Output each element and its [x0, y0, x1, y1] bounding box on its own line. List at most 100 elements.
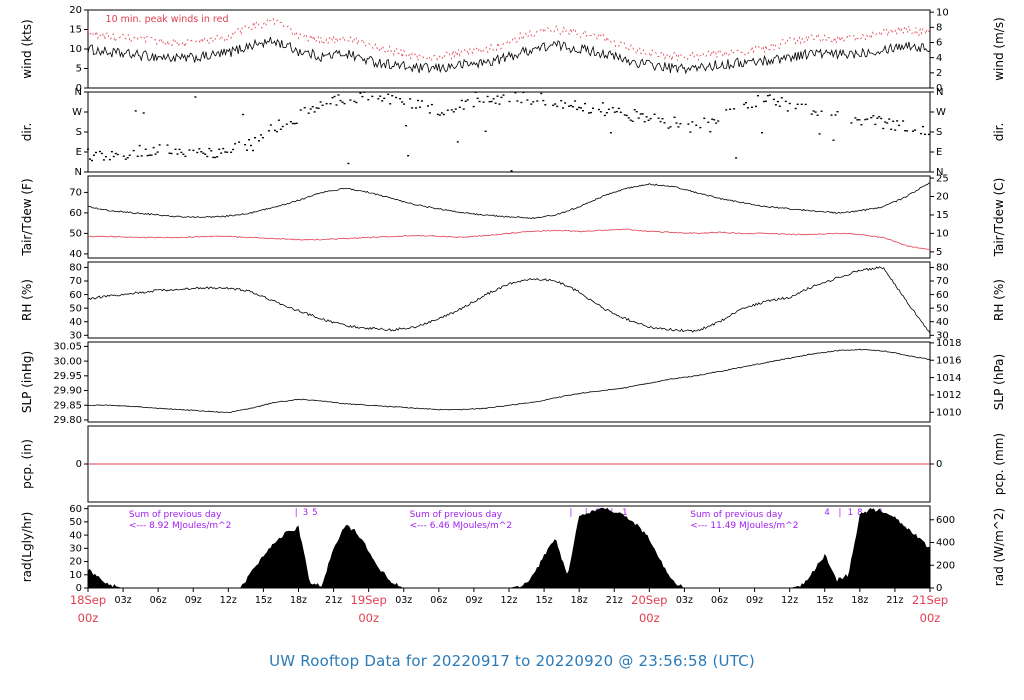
- y-axis-left-rad: 0 10 20 30 40 50 60: [69, 504, 88, 594]
- tick-label: 200: [936, 560, 955, 571]
- x-day-label: 18Sep: [70, 593, 106, 607]
- axis-label-right-rad: rad (W/m^2): [992, 508, 1006, 586]
- y-axis-right-slp: 1010 1012 1014 1016 1018: [930, 338, 961, 418]
- tick-label: 0: [936, 583, 942, 594]
- x-day-sublabel: 00z: [639, 611, 660, 625]
- x-tick-label: 18z: [290, 595, 307, 606]
- tick-label: W: [936, 107, 946, 118]
- axis-label-left-wind: wind (kts): [20, 19, 34, 78]
- y-axis-left-wind: 0 5 10 15 20: [69, 5, 88, 94]
- tick-label: 0: [936, 83, 942, 94]
- x-tick-label: 03z: [115, 595, 132, 606]
- tick-label: 1018: [936, 338, 961, 349]
- x-tick-label: 03z: [395, 595, 412, 606]
- tick-label: 2: [936, 68, 942, 79]
- tick-label: 60: [69, 290, 82, 301]
- y-axis-right-temp: 5 10 15 20 25: [930, 173, 949, 258]
- tick-label: 20: [69, 557, 82, 568]
- tick-label: S: [936, 127, 942, 138]
- x-tick-label: 18z: [571, 595, 588, 606]
- y-axis-right-pcp: 0: [930, 459, 942, 470]
- panel-note: 10 min. peak winds in red: [106, 14, 229, 25]
- tick-label: N: [936, 87, 943, 98]
- rad-cloud-mark: 8: [857, 508, 862, 518]
- axis-label-right-pcp: pcp. (mm): [992, 433, 1006, 495]
- axis-label-right-temp: Tair/Tdew (C): [992, 178, 1006, 258]
- panel-rh: 30 40 50 60 70 80 30 40 50 60 70 80 RH (%) RH (%): [20, 261, 1006, 341]
- panel-slp: 29.8029.8529.9029.9530.0030.051010101210…: [20, 338, 1006, 426]
- tick-label: 80: [936, 263, 949, 274]
- x-tick-label: 21z: [886, 595, 903, 606]
- axis-label-left-rad: rad(Lgly/hr): [20, 512, 34, 583]
- series-relative-humidity: [87, 266, 931, 334]
- tick-label: 0: [76, 459, 82, 470]
- y-axis-left-pcp: 0: [76, 459, 88, 470]
- x-day-sublabel: 00z: [920, 611, 941, 625]
- tick-label: N: [75, 167, 82, 178]
- x-tick-label: 12z: [220, 595, 237, 606]
- x-tick-label: 15z: [816, 595, 833, 606]
- rad-cloud-mark: |: [295, 508, 298, 518]
- x-tick-label: 15z: [536, 595, 553, 606]
- rad-cloud-mark: 1: [848, 508, 853, 518]
- tick-label: 70: [69, 276, 82, 287]
- tick-label: 15: [69, 25, 82, 36]
- tick-label: 70: [936, 276, 949, 287]
- tick-label: 40: [69, 249, 82, 260]
- tick-label: 25: [936, 173, 949, 184]
- tick-label: 30.05: [53, 342, 82, 353]
- tick-label: 6: [936, 38, 942, 49]
- tick-label: 5: [936, 247, 942, 258]
- tick-label: 1014: [936, 373, 961, 384]
- x-tick-label: 09z: [465, 595, 482, 606]
- tick-label: 10: [936, 229, 949, 240]
- x-tick-label: 12z: [500, 595, 517, 606]
- tick-label: 5: [76, 64, 82, 75]
- axis-label-right-slp: SLP (hPa): [992, 354, 1006, 410]
- x-tick-label: 21z: [606, 595, 623, 606]
- x-tick-label: 06z: [430, 595, 447, 606]
- tick-label: 50: [69, 303, 82, 314]
- series-tair: [87, 182, 931, 220]
- x-tick-label: 21z: [325, 595, 342, 606]
- tick-label: 60: [69, 504, 82, 515]
- tick-label: 1016: [936, 355, 961, 366]
- axis-label-left-dir: dir.: [20, 123, 34, 142]
- series-solar-radiation: [88, 507, 930, 588]
- axis-label-left-pcp: pcp. (in): [20, 439, 34, 489]
- tick-label: 0: [76, 583, 82, 594]
- rad-sum-label: Sum of previous day: [129, 510, 222, 520]
- y-axis-left-slp: 29.80 29.85 29.90 29.95 30.00 30.05: [53, 342, 88, 426]
- rad-cloud-mark: 1: [622, 508, 627, 518]
- rad-sum-label: Sum of previous day: [410, 510, 503, 520]
- tick-label: E: [76, 147, 82, 158]
- tick-label: 80: [69, 263, 82, 274]
- tick-label: 0: [76, 83, 82, 94]
- tick-label: 10: [936, 7, 949, 18]
- y-axis-left-temp: 40 50 60 70: [69, 188, 88, 260]
- tick-label: 600: [936, 515, 955, 526]
- x-day-sublabel: 00z: [358, 611, 379, 625]
- x-tick-label: 09z: [746, 595, 763, 606]
- x-tick-label: 06z: [711, 595, 728, 606]
- tick-label: 40: [69, 317, 82, 328]
- axis-label-right-dir: dir.: [992, 123, 1006, 142]
- tick-label: 20: [936, 192, 949, 203]
- tick-label: 1010: [936, 407, 961, 418]
- y-axis-left-rh: 30 40 50 60 70 80: [69, 263, 88, 341]
- tick-label: 30: [69, 330, 82, 341]
- axis-label-left-rh: RH (%): [20, 279, 34, 321]
- x-day-label: 19Sep: [351, 593, 387, 607]
- rad-sum-value: <--- 8.92 MJoules/m^2: [129, 521, 231, 531]
- tick-label: 30.00: [53, 356, 82, 367]
- series-wind-direction: [87, 91, 930, 172]
- x-tick-label: 06z: [150, 595, 167, 606]
- tick-label: N: [936, 167, 943, 178]
- rad-sum-value: <--- 11.49 MJoules/m^2: [690, 521, 798, 531]
- axis-label-left-slp: SLP (inHg): [20, 351, 34, 413]
